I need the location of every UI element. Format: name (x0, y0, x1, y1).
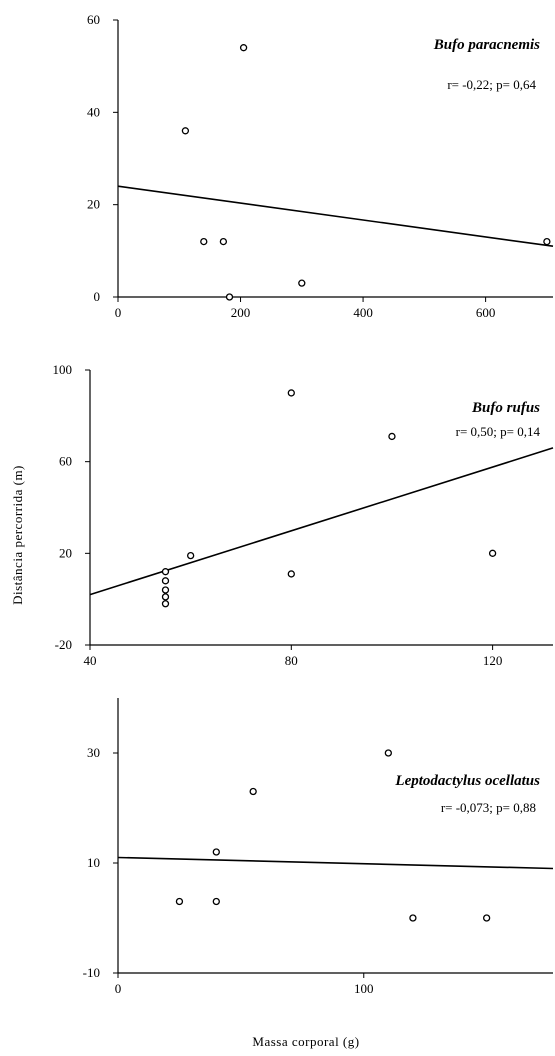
data-point (488, 549, 497, 557)
species-label: Bufo rufus (471, 400, 540, 416)
data-point (409, 914, 417, 922)
species-label: Bufo paracnemis (433, 37, 540, 53)
x-tick-label: 120 (483, 653, 503, 668)
stat-label: r= -0,073; p= 0,88 (441, 800, 536, 815)
data-point (388, 432, 396, 441)
panel-bufo-paracnemis: Bufo paracnemis r= -0,22; p= 0,64 0 20 40 6… (87, 12, 554, 320)
x-tick-label: 80 (285, 653, 298, 668)
regression-line (117, 856, 554, 870)
y-tick-label: 10 (87, 855, 100, 870)
data-point (161, 568, 170, 576)
data-point (239, 44, 248, 52)
data-point (219, 237, 228, 246)
data-point (298, 279, 306, 287)
data-point (384, 749, 392, 757)
data-point (187, 551, 195, 560)
y-tick-label: 0 (94, 289, 101, 304)
regression-line (117, 185, 554, 248)
panel-leptodactylus-ocellatus: Leptodactylus ocellatus r= -0,073; p= 0,… (83, 698, 554, 996)
y-tick-label: 30 (87, 745, 100, 760)
data-point (287, 570, 295, 578)
y-tick-label: -20 (55, 637, 72, 652)
species-label: Leptodactylus ocellatus (394, 773, 540, 789)
y-axis-title: Distância percorrida (m) (10, 465, 25, 605)
data-point (161, 600, 170, 608)
x-tick-label: 400 (353, 305, 373, 320)
y-tick-label: 60 (59, 454, 72, 469)
x-tick-label: 600 (476, 305, 496, 320)
x-axis-title: Massa corporal (g) (252, 1034, 359, 1049)
data-point (482, 914, 491, 922)
data-point (212, 848, 220, 856)
y-tick-label: -10 (83, 965, 100, 980)
data-point (161, 593, 170, 601)
data-point (161, 577, 170, 585)
x-tick-label: 0 (115, 981, 122, 996)
data-point (200, 237, 208, 246)
data-point (543, 237, 551, 246)
data-point (225, 293, 234, 301)
x-tick-label: 40 (84, 653, 97, 668)
stat-label: r= 0,50; p= 0,14 (456, 424, 541, 439)
y-tick-label: 40 (87, 104, 100, 119)
data-point (287, 389, 295, 397)
data-point (161, 586, 170, 594)
regression-line (89, 447, 554, 596)
stat-label: r= -0,22; p= 0,64 (447, 77, 536, 92)
y-tick-label: 20 (87, 197, 100, 212)
data-point (212, 897, 220, 906)
y-tick-label: 60 (87, 12, 100, 27)
data-point (175, 897, 184, 906)
x-tick-label: 100 (354, 981, 374, 996)
data-point (249, 787, 257, 796)
panel-bufo-rufus: Bufo rufus r= 0,50; p= 0,14 -20 20 60 100 40… (53, 362, 554, 668)
y-tick-label: 20 (59, 545, 72, 560)
x-tick-label: 0 (115, 305, 122, 320)
x-tick-label: 200 (231, 305, 251, 320)
y-tick-label: 100 (53, 362, 73, 377)
data-point (181, 127, 190, 135)
